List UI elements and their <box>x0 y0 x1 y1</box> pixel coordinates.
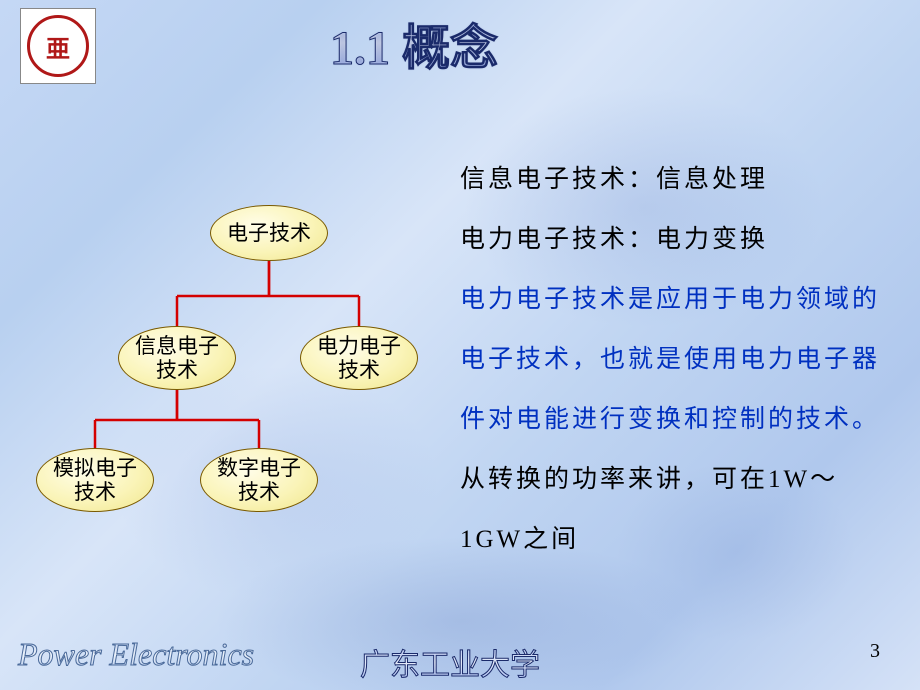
body-line-1: 信息电子技术：信息处理 <box>460 150 900 210</box>
tree-node-digital: 数字电子技术 <box>200 448 318 512</box>
tree-node-root: 电子技术 <box>210 205 328 261</box>
footer-left: Power Electronics <box>18 636 254 673</box>
footer-center: 广东工业大学 <box>360 640 540 684</box>
body-tail: 从转换的功率来讲，可在1W～1GW之间 <box>460 466 838 553</box>
body-line-2: 电力电子技术：电力变换 <box>460 210 900 270</box>
page-number: 3 <box>870 640 880 663</box>
tree-node-analog: 模拟电子技术 <box>36 448 154 512</box>
tree-node-power: 电力电子技术 <box>300 326 418 390</box>
tree-node-info: 信息电子技术 <box>118 326 236 390</box>
body-highlight: 电力电子技术是应用于电力领域的电子技术，也就是使用电力电子器件对电能进行变换和控… <box>460 286 880 433</box>
body-text: 信息电子技术：信息处理 电力电子技术：电力变换 电力电子技术是应用于电力领域的电… <box>460 150 900 570</box>
